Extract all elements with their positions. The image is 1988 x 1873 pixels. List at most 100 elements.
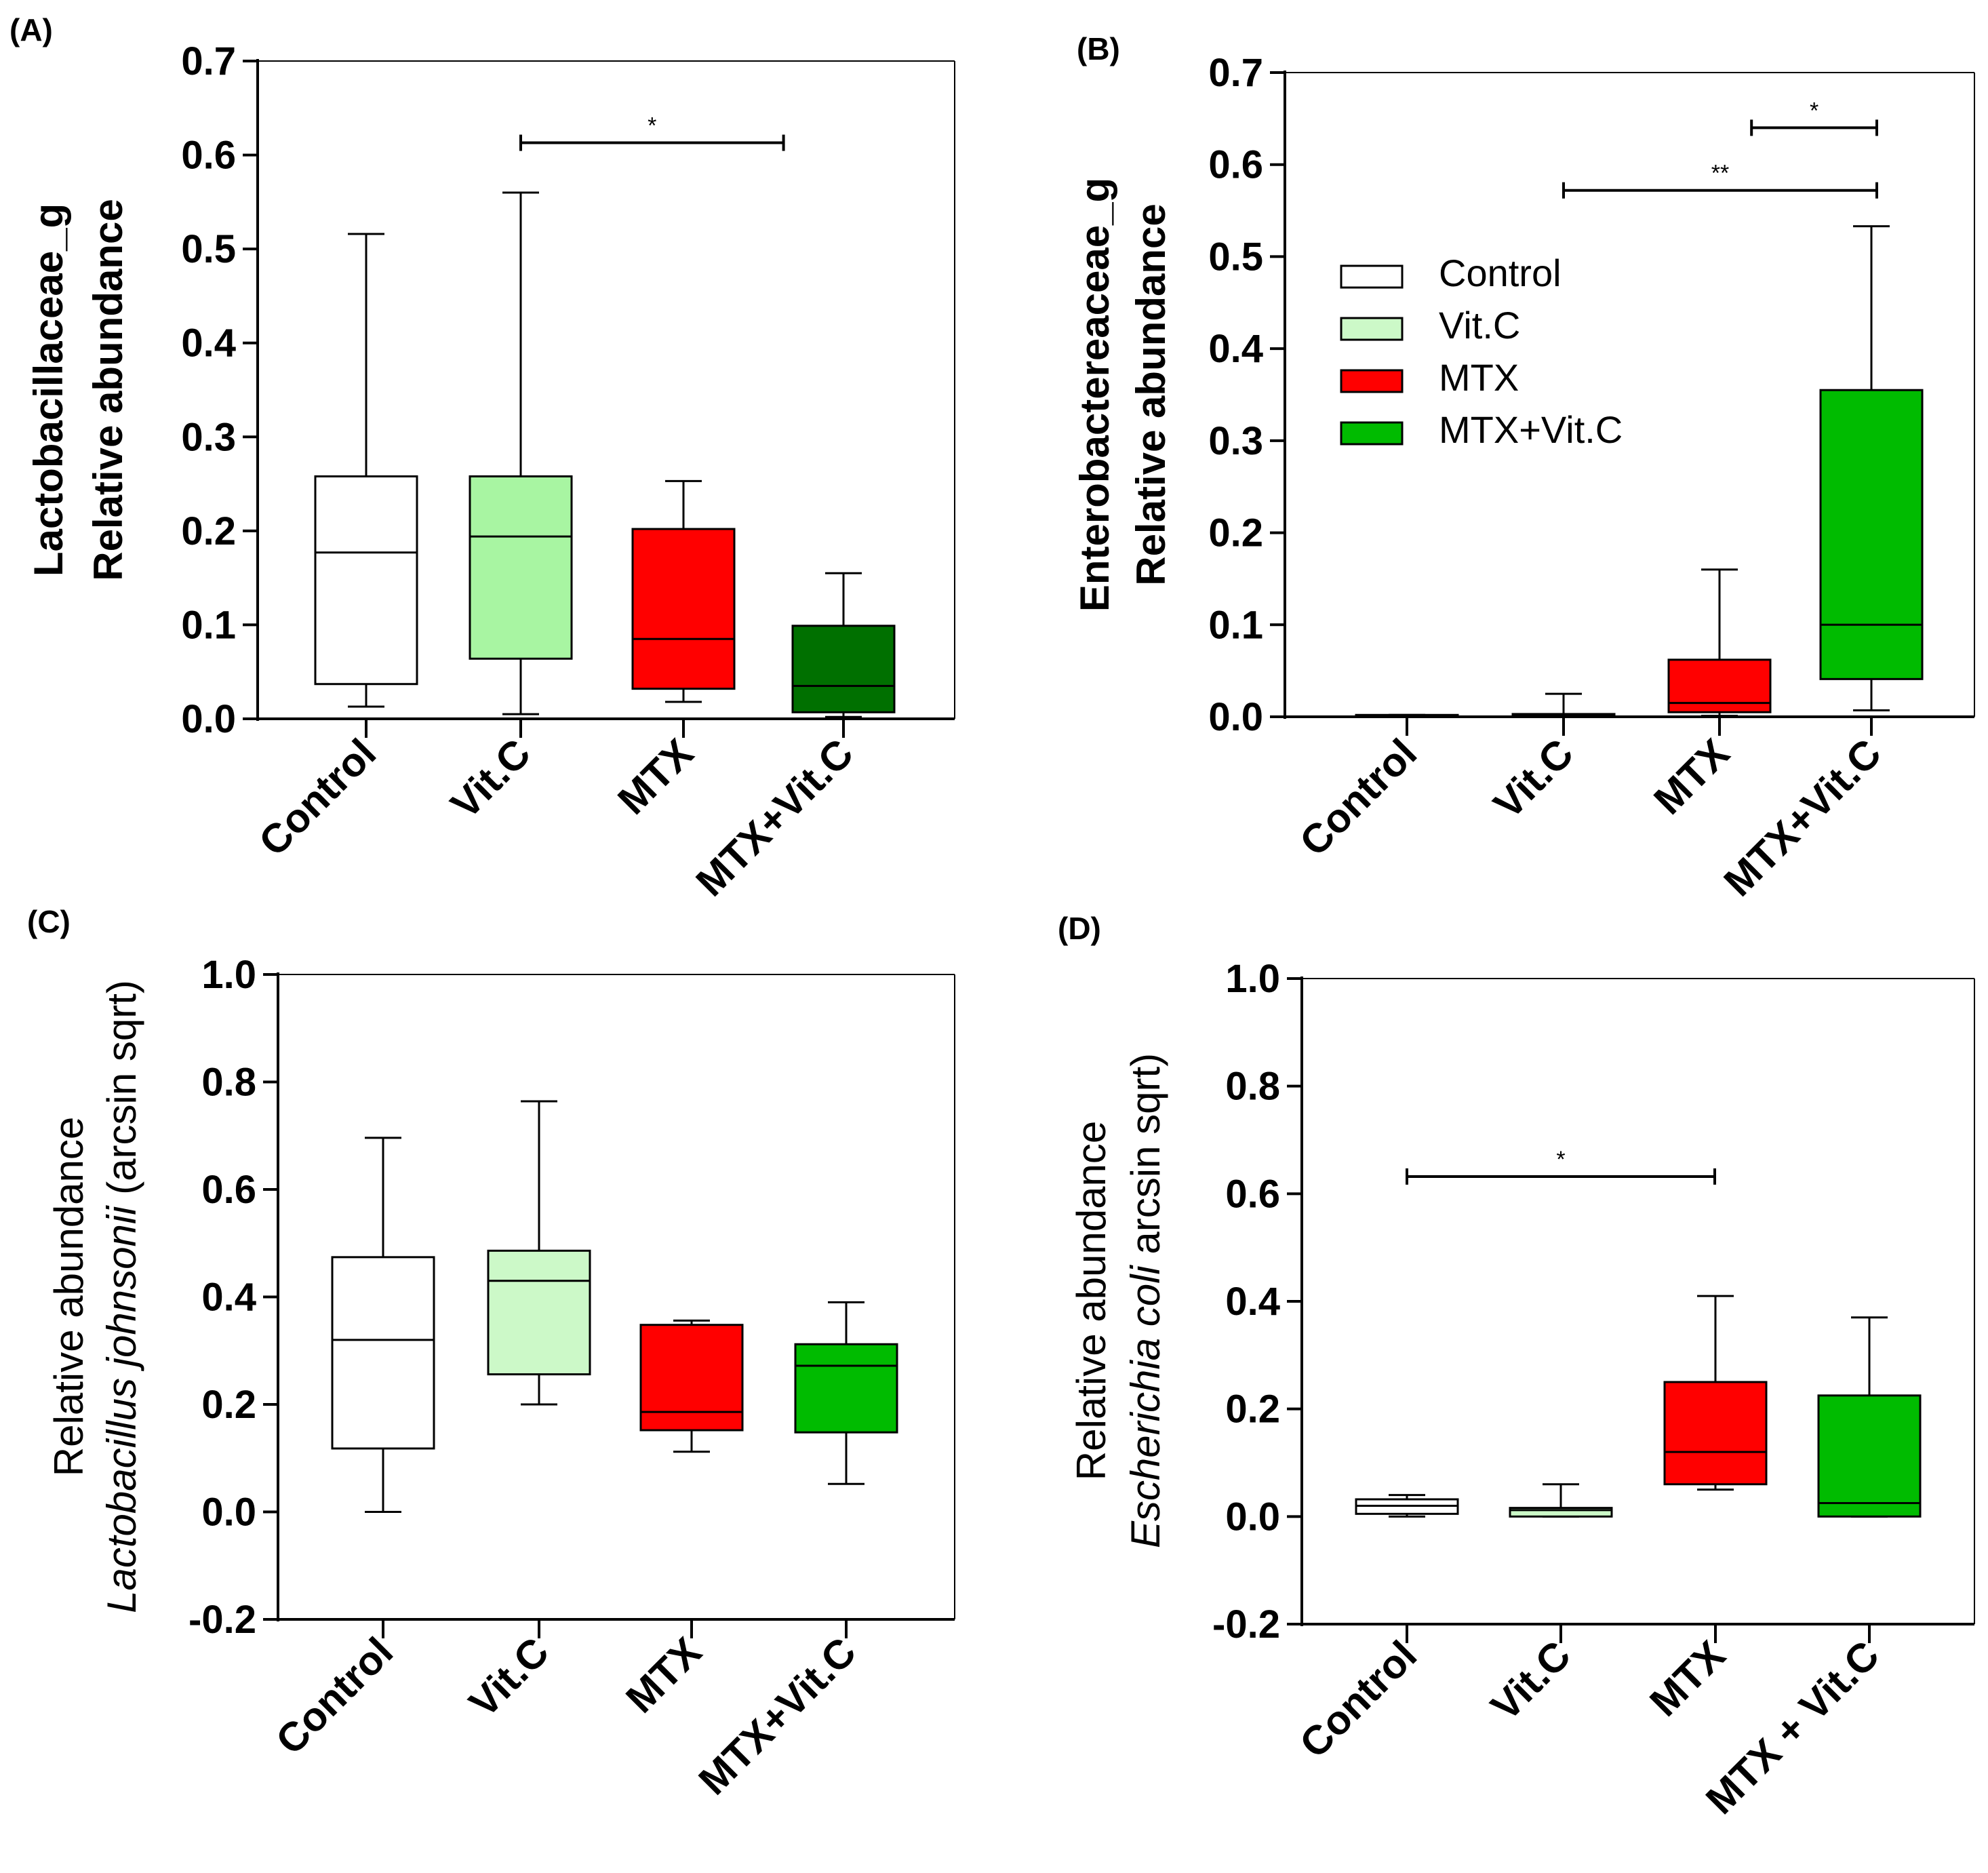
significance-label: * — [648, 113, 656, 139]
panel-c: (C) -0.2 0.0 0.2 0.4 0.6 0.8 1.0 Relative abunda… — [27, 904, 955, 1803]
y-axis-title-line: Escherichia coli arcsin sqrt) — [1123, 1053, 1168, 1548]
legend-label: Vit.C — [1439, 304, 1520, 347]
legend: Control Vit.C MTX MTX+Vit.C — [1340, 252, 1623, 451]
y-tick-label: 0.2 — [1225, 1387, 1280, 1432]
y-tick-label: 0.6 — [181, 134, 236, 178]
box-mtx-vit-c — [1819, 225, 1924, 736]
y-tick-label: 0.0 — [1225, 1495, 1280, 1539]
y-axis-title-line: Enterobactereaceae_g — [1072, 178, 1117, 612]
box-mtx — [631, 479, 736, 738]
significance-label: * — [1556, 1147, 1565, 1172]
y-tick-label: 0.3 — [1208, 419, 1263, 463]
box-control — [331, 1137, 435, 1638]
panel-label: (A) — [9, 12, 53, 47]
iqr-box — [794, 1343, 898, 1434]
iqr-box — [331, 1256, 435, 1450]
significance-bar: * — [519, 113, 785, 151]
y-tick-label: 0.2 — [181, 509, 236, 553]
legend-swatch — [1340, 264, 1404, 289]
y-tick-label: 0.4 — [201, 1276, 256, 1320]
y-axis-title-line: Relative abundance — [85, 199, 131, 581]
y-tick-label: 0.6 — [1225, 1172, 1280, 1216]
y-tick-label: 0.3 — [181, 415, 236, 459]
iqr-box — [1663, 1381, 1768, 1486]
y-axis-title-italic: Lactobacillus johnsonii — [99, 1205, 144, 1613]
y-tick-label: 0.5 — [1208, 235, 1263, 279]
y-tick-label: 0.4 — [1225, 1280, 1280, 1324]
category-label-vit-c: Vit.C — [442, 730, 539, 827]
panel-label: (B) — [1077, 31, 1120, 66]
iqr-box — [639, 1324, 744, 1432]
iqr-box — [1819, 389, 1924, 680]
y-tick-label: -0.2 — [188, 1598, 256, 1642]
significance-label: ** — [1711, 161, 1729, 186]
iqr-box — [1817, 1394, 1922, 1518]
y-tick-label: 0.6 — [201, 1168, 256, 1212]
y-axis-title-line: Relative abundance — [1069, 1121, 1114, 1480]
box-vit-c — [1509, 1483, 1613, 1643]
iqr-box — [487, 1249, 591, 1376]
panel-a: (A) 0.0 0.1 0.2 0.3 0.4 0.5 0.6 0.7 Lactobacillac… — [9, 12, 955, 905]
category-label-mtx-vit-c: MTX+Vit.C — [690, 1629, 865, 1804]
significance-label: * — [1810, 98, 1818, 123]
y-tick-label: 1.0 — [1225, 957, 1280, 1001]
panel-d: (D) -0.2 0.0 0.2 0.4 0.6 0.8 1.0 Relative abunda… — [1058, 911, 1975, 1823]
y-axis-title-line: Lactobacillaceae_g — [26, 203, 71, 576]
y-tick-label: 1.0 — [201, 953, 256, 997]
box-mtx — [1667, 568, 1772, 736]
box-control — [314, 233, 418, 738]
legend-entry-mtx-vit-c: MTX+Vit.C — [1340, 408, 1623, 451]
category-label-mtx: MTX — [617, 1629, 710, 1722]
panel-b: (B) 0.0 0.1 0.2 0.3 0.4 0.5 0.6 0.7 Enterobactere… — [1072, 31, 1975, 905]
panel-label: (C) — [27, 904, 71, 939]
category-label-mtx: MTX — [609, 730, 702, 823]
box-vit-c — [487, 1100, 591, 1638]
y-tick-label: -0.2 — [1212, 1602, 1280, 1647]
y-tick-label: 0.4 — [1208, 327, 1263, 371]
box-control — [1355, 1494, 1459, 1643]
box-mtx-vit-c — [791, 572, 896, 738]
y-tick-label: 0.0 — [1208, 695, 1263, 739]
category-label-control: Control — [1291, 1632, 1425, 1767]
significance-bar: * — [1750, 98, 1878, 136]
y-axis-title-rest: (arcsin sqrt) — [99, 980, 144, 1206]
iqr-box — [1667, 658, 1772, 713]
y-tick-label: 0.5 — [181, 227, 236, 271]
category-label-mtx: MTX — [1645, 730, 1738, 823]
box-vit-c — [1511, 692, 1616, 736]
legend-swatch — [1340, 369, 1404, 393]
legend-swatch — [1340, 421, 1404, 446]
legend-label: MTX — [1439, 356, 1519, 399]
legend-label: Control — [1439, 252, 1562, 294]
category-label-vit-c: Vit.C — [1482, 1632, 1579, 1729]
significance-bar: ** — [1562, 161, 1878, 199]
y-tick-label: 0.0 — [181, 697, 236, 741]
y-tick-label: 0.1 — [181, 603, 236, 647]
significance-bar: * — [1406, 1147, 1716, 1185]
box-mtx — [1663, 1295, 1768, 1643]
box-mtx — [639, 1319, 744, 1638]
box-control — [1355, 713, 1459, 736]
legend-entry-mtx: MTX — [1340, 356, 1519, 399]
y-tick-label: 0.4 — [181, 321, 236, 366]
category-label-control: Control — [267, 1629, 401, 1763]
iqr-box — [791, 625, 896, 713]
y-axis-title-italic: Escherichia coli — [1123, 1265, 1168, 1549]
box-vit-c — [469, 191, 573, 738]
category-label-mtx: MTX — [1641, 1632, 1734, 1725]
category-label-vit-c: Vit.C — [1485, 730, 1582, 827]
y-tick-label: 0.2 — [1208, 511, 1263, 555]
y-tick-label: 0.7 — [181, 39, 236, 83]
category-label-vit-c: Vit.C — [460, 1629, 557, 1726]
y-tick-label: 0.0 — [201, 1491, 256, 1535]
y-tick-label: 0.1 — [1208, 603, 1263, 647]
legend-swatch — [1340, 317, 1404, 341]
category-label-mtx-vit-c: MTX+Vit.C — [1715, 730, 1890, 905]
category-label-control: Control — [250, 730, 384, 865]
legend-entry-vit-c: Vit.C — [1340, 304, 1520, 347]
y-tick-label: 0.2 — [201, 1383, 256, 1427]
legend-label: MTX+Vit.C — [1439, 408, 1623, 451]
y-axis-title-line: Relative abundance — [1128, 203, 1174, 586]
category-label-control: Control — [1291, 730, 1425, 865]
